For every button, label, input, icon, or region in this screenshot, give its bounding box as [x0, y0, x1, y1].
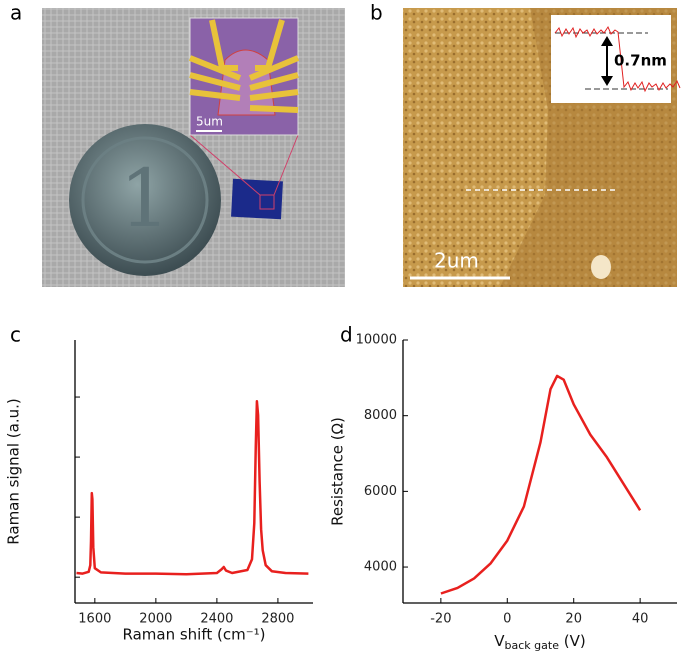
- x-tick-label: -20: [430, 612, 451, 627]
- svg-text:1: 1: [120, 152, 171, 245]
- x-tick-label: 0: [503, 612, 511, 627]
- y-tick-label: 4000: [364, 560, 397, 575]
- x-axis-label: Raman shift (cm⁻¹): [122, 626, 265, 644]
- photo-b: 2um 0.7nm: [403, 8, 681, 287]
- x-axis-label-part: back gate: [505, 639, 560, 652]
- scale-bar-label: 2um: [434, 249, 479, 273]
- panel-label: a: [10, 1, 22, 25]
- data-line: [76, 399, 309, 576]
- y-tick-label: 10000: [356, 333, 397, 348]
- y-tick-label: 8000: [364, 408, 397, 423]
- x-tick-label: 2400: [200, 612, 233, 627]
- x-tick-label: 20: [565, 612, 582, 627]
- x-tick-label: 40: [632, 612, 649, 627]
- step-height-label: 0.7nm: [614, 52, 667, 70]
- x-tick-label: 2800: [261, 612, 294, 627]
- x-axis-label: Vback gate (V): [494, 632, 585, 653]
- scale-bar-label: 5um: [196, 115, 223, 129]
- x-axis-label-part: (V): [559, 632, 586, 650]
- y-axis-label: Resistance (Ω): [329, 417, 347, 526]
- photo-a: 1 5um: [42, 8, 345, 287]
- panel-label: c: [10, 323, 21, 347]
- data-line: [440, 374, 642, 595]
- x-tick-label: 2000: [139, 612, 172, 627]
- y-tick-label: 6000: [364, 484, 397, 499]
- y-axis-label: Raman signal (a.u.): [5, 398, 23, 544]
- panel-label: b: [370, 1, 383, 25]
- panel-label: d: [340, 323, 353, 347]
- x-axis-label-part: V: [494, 632, 505, 650]
- x-tick-label: 1600: [78, 612, 111, 627]
